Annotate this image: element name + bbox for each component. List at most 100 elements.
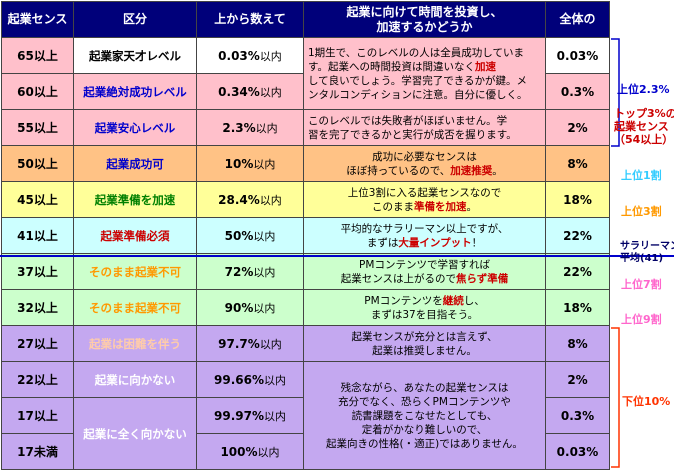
pct-value: 50% — [224, 228, 254, 243]
advice-line: ンタルコンディションに注意。自分に優しく。 — [308, 88, 528, 101]
pct-value: 2.3% — [222, 120, 256, 135]
division-cell: 起業安心レベル — [73, 109, 197, 146]
pct-suffix: 以内 — [259, 49, 282, 63]
pct-suffix: 以内 — [253, 157, 276, 171]
advice-highlight: 準備を加速 — [414, 200, 467, 213]
pct-value: 90% — [224, 300, 254, 315]
pct-value: 0.03% — [218, 48, 260, 63]
pct-suffix: 以内 — [253, 301, 276, 315]
side-label-line: トップ3%の — [614, 107, 674, 120]
advice-line: 平均的なサラリーマン以上ですが、 — [340, 222, 509, 235]
advice-line: 残念ながら、あなたの起業センスは — [340, 381, 509, 394]
side-label-line: 起業センス — [614, 120, 669, 133]
division-cell: そのまま起業不可 — [73, 253, 197, 290]
advice-text: ほぼ持っているので、 — [346, 164, 451, 177]
score-cell: 27以上 — [1, 325, 74, 362]
header-time-invest-line2: 加速するかどうか — [376, 19, 473, 34]
division-cell: 起業家天才レベル — [73, 37, 197, 74]
advice-highlight: 継続 — [442, 294, 464, 307]
division-cell: 起業に全く向かない — [73, 397, 197, 470]
advice-highlight: 焦らず準備 — [456, 272, 509, 285]
ratio-cell: 2% — [545, 109, 610, 146]
advice-line: ほぼ持っているので、加速推奨。 — [307, 164, 542, 178]
advice-line: 習を完了できるかと実行が成否を握ります。 — [308, 128, 517, 141]
table-row: 41以上 起業準備必須 50%以内 平均的なサラリーマン以上ですが、 まずは大量… — [1, 217, 610, 254]
header-time-invest: 起業に向けて時間を投資し、 加速するかどうか — [303, 1, 546, 38]
pct-cell: 10%以内 — [196, 145, 304, 182]
advice-line: 起業センスは上がるので焦らず準備 — [307, 272, 542, 286]
advice-line: このまま準備を加速。 — [307, 200, 542, 214]
pct-value: 99.66% — [214, 372, 264, 387]
table-row: 50以上 起業成功可 10%以内 成功に必要なセンスは ほぼ持っているので、加速… — [1, 145, 610, 182]
advice-line: 充分でなく、恐らくPMコンテンツや — [338, 395, 511, 408]
division-cell: そのまま起業不可 — [73, 289, 197, 326]
pct-cell: 0.34%以内 — [196, 73, 304, 110]
advice-line: PMコンテンツで学習すれば — [359, 258, 490, 271]
advice-line: このレベルでは失敗者がほぼいません。学 — [308, 114, 508, 127]
advice-line: 1期生で、このレベルの人は全員成功していま — [308, 46, 524, 59]
side-label-top3: トップ3%の 起業センス （54以上） — [614, 107, 674, 146]
division-cell: 起業絶対成功レベル — [73, 73, 197, 110]
pct-suffix: 以内 — [257, 445, 280, 459]
pct-cell: 50%以内 — [196, 217, 304, 254]
table-row: 27以上 起業は困難を伴う 97.7%以内 起業センスが充分とは言えず、 起業は… — [1, 325, 610, 362]
advice-cell: 上位3割に入る起業センスなので このまま準備を加速。 — [303, 181, 546, 218]
table-row: 17以上 起業に全く向かない 99.97%以内 0.3% — [1, 397, 610, 470]
pct-cell: 0.03%以内 — [196, 37, 304, 74]
table-row: 32以上 そのまま起業不可 90%以内 PMコンテンツを継続し、 まずは37を目… — [1, 289, 610, 326]
advice-highlight: 大量インプット — [398, 236, 472, 249]
pct-cell: 90%以内 — [196, 289, 304, 326]
ratio-cell: 0.03% — [545, 37, 610, 74]
advice-line: す。起業への時間投資は間違いなく加速 — [308, 60, 541, 74]
pct-cell: 97.7%以内 — [196, 325, 304, 362]
ratio-cell: 0.3% — [545, 397, 610, 434]
advice-line: まずは37を目指そう。 — [370, 308, 479, 321]
side-label-top23: 上位2.3% — [617, 83, 670, 96]
score-cell: 45以上 — [1, 181, 74, 218]
ratio-cell: 18% — [545, 181, 610, 218]
ratio-cell: 8% — [545, 145, 610, 182]
advice-text: し、 — [463, 294, 485, 307]
side-label-line: サラリーマン — [620, 241, 674, 252]
pct-value: 0.34% — [218, 84, 260, 99]
pct-suffix: 以内 — [263, 409, 286, 423]
advice-cell: 起業センスが充分とは言えず、 起業は推奨しません。 — [303, 325, 546, 362]
division-cell: 起業は困難を伴う — [73, 325, 197, 362]
advice-line: 起業向きの性格(・適正)ではありません。 — [326, 437, 523, 450]
score-cell: 41以上 — [1, 217, 74, 254]
advice-line: 定着がかなり難しいので、 — [361, 423, 488, 436]
pct-suffix: 以内 — [259, 85, 282, 99]
side-label-line: （54以上） — [614, 133, 674, 146]
score-cell: 65以上 — [1, 37, 74, 74]
pct-value: 97.7% — [218, 336, 260, 351]
header-time-invest-line1: 起業に向けて時間を投資し、 — [346, 4, 503, 19]
advice-text: ！ — [471, 236, 483, 249]
advice-cell: PMコンテンツを継続し、 まずは37を目指そう。 — [303, 289, 546, 326]
salaryman-average-line — [0, 255, 674, 257]
advice-line: 成功に必要なセンスは — [372, 150, 477, 163]
score-cell: 17以上 — [1, 397, 74, 434]
score-table: 起業センス 区分 上から数えて 起業に向けて時間を投資し、 加速するかどうか 全… — [1, 1, 610, 470]
table-row: 22以上 起業に向かない 99.66%以内 残念ながら、あなたの起業センスは 充… — [1, 361, 610, 470]
advice-line: PMコンテンツを継続し、 — [307, 294, 542, 308]
pct-suffix: 以内 — [259, 193, 282, 207]
top-bracket — [611, 38, 620, 147]
bottom-bracket — [611, 327, 620, 468]
advice-cell: 残念ながら、あなたの起業センスは 充分でなく、恐らくPMコンテンツや 読書課題を… — [303, 361, 546, 470]
table-row: 65以上 起業家天才レベル 0.03%以内 1期生で、このレベルの人は全員成功し… — [1, 37, 610, 110]
division-cell: 起業に向かない — [73, 361, 197, 398]
header-score: 起業センス — [1, 1, 74, 38]
pct-suffix: 以内 — [253, 265, 276, 279]
pct-cell: 99.66%以内 — [196, 361, 304, 398]
advice-text: 。 — [492, 164, 503, 177]
side-label-top3wari: 上位3割 — [621, 205, 662, 218]
pct-cell: 100%以内 — [196, 433, 304, 470]
pct-cell: 72%以内 — [196, 253, 304, 290]
side-label-top7wari: 上位7割 — [621, 278, 662, 291]
division-cell: 起業準備を加速 — [73, 181, 197, 218]
ratio-cell: 0.3% — [545, 73, 610, 110]
header-overall: 全体の — [545, 1, 610, 38]
header-row: 起業センス 区分 上から数えて 起業に向けて時間を投資し、 加速するかどうか 全… — [1, 1, 610, 38]
score-cell: 22以上 — [1, 361, 74, 398]
ratio-cell: 22% — [545, 217, 610, 254]
